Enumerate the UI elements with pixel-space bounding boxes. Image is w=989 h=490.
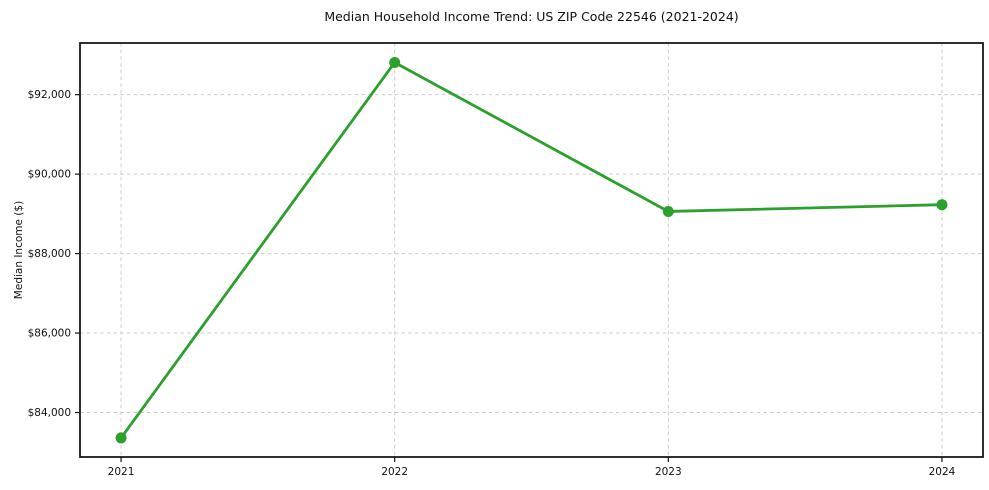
y-tick-label: $92,000 bbox=[28, 89, 71, 101]
y-tick-label: $84,000 bbox=[28, 407, 71, 419]
y-tick-label: $86,000 bbox=[28, 328, 71, 340]
data-point bbox=[115, 432, 127, 444]
x-tick-label: 2022 bbox=[381, 466, 408, 478]
chart-title: Median Household Income Trend: US ZIP Co… bbox=[324, 9, 739, 24]
data-point bbox=[662, 205, 674, 217]
y-tick-label: $88,000 bbox=[28, 248, 71, 260]
x-tick-label: 2023 bbox=[655, 466, 682, 478]
plot-border bbox=[79, 42, 984, 458]
y-tick-label: $90,000 bbox=[28, 169, 71, 181]
data-point bbox=[936, 199, 948, 211]
data-point bbox=[389, 56, 401, 68]
x-tick-label: 2021 bbox=[108, 466, 135, 478]
x-tick-label: 2024 bbox=[929, 466, 956, 478]
trend-line bbox=[119, 61, 944, 440]
